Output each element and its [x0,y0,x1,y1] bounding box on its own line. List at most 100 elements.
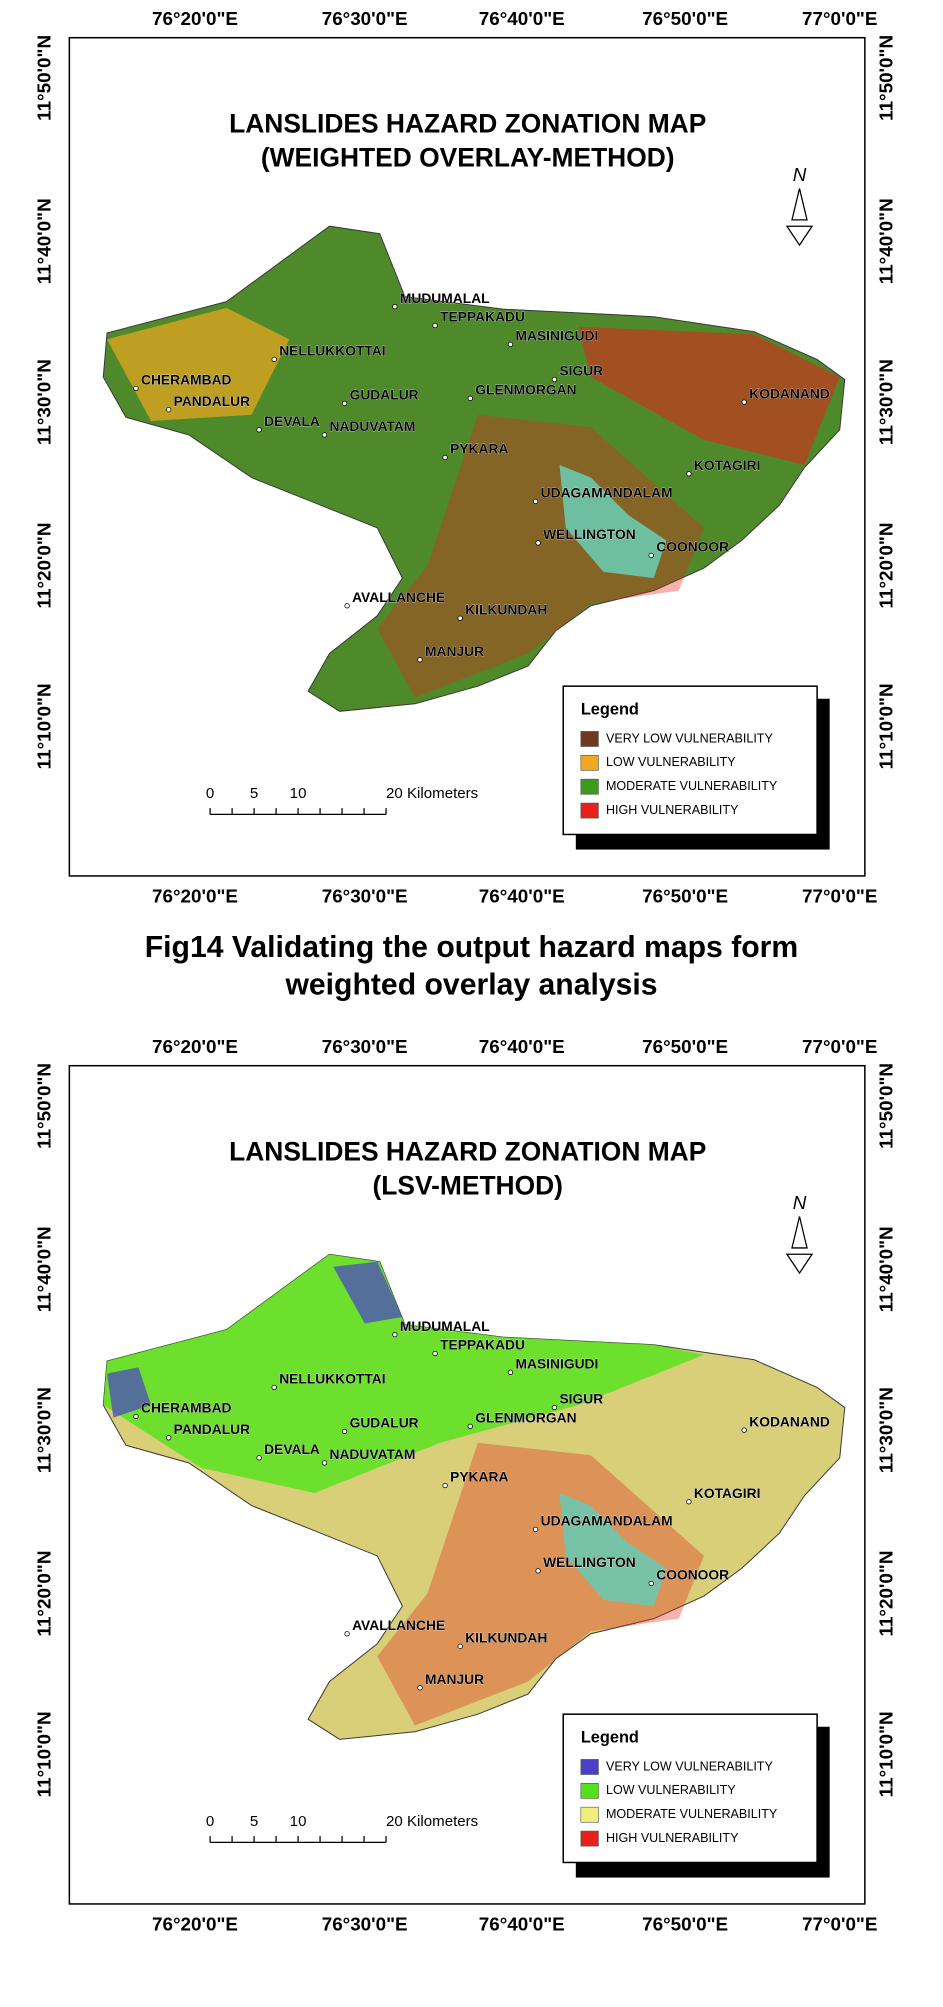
lon-label-bottom: 77°0'0"E [802,885,877,906]
place-dot [551,376,558,383]
place-dot [686,471,692,477]
place-label: NELLUKKOTTAI [279,343,385,359]
map-panel: 76°20'0"E 76°20'0"E 76°30'0"E 76°30'0"E 76°4… [33,8,896,906]
place-dot [344,603,350,609]
place-dot [507,341,514,347]
place-label: NADUVATAM [329,1446,415,1462]
legend-label: VERY LOW VULNERABILITY [606,1759,774,1773]
legend-label: MODERATE VULNERABILITY [606,779,778,793]
place-dot [271,1384,277,1391]
lon-label-top: 76°30'0"E [322,1036,408,1057]
place-dot [467,395,473,402]
place-label: PYKARA [450,1469,508,1485]
place-label: KODANAND [749,1413,830,1429]
legend-swatch [580,754,599,771]
place-label: AVALLANCHE [352,589,445,605]
map-subtitle: (LSV-METHOD) [372,1171,562,1201]
urban-patch [559,464,667,579]
lon-label-bottom: 76°20'0"E [152,885,238,906]
place-label: MUDUMALAL [400,290,490,306]
place-dot [741,1427,747,1433]
legend-label: HIGH VULNERABILITY [606,1831,739,1845]
lat-label-right: 11°50'0"N [875,35,896,121]
map-subtitle: (WEIGHTED OVERLAY-METHOD) [261,143,675,173]
lon-label-bottom: 76°20'0"E [152,1913,238,1934]
place-dot [432,322,438,329]
lon-label-top: 76°30'0"E [322,8,408,29]
place-dot [341,400,348,407]
lat-label-left: 11°30'0"N [33,359,54,445]
map-title: LANSLIDES HAZARD ZONATION MAP [229,109,706,139]
legend-box [562,1713,818,1864]
place-dot [392,304,398,310]
legend-title: Legend [581,700,639,718]
place-dot [341,1428,348,1435]
place-label: MANJUR [425,643,484,659]
place-dot [417,657,423,663]
place-dot [741,399,747,405]
zone-patch [377,1442,704,1726]
place-label: DEVALA [264,1441,320,1457]
lon-label-top: 77°0'0"E [802,8,877,29]
lon-label-bottom: 77°0'0"E [802,1913,877,1934]
place-dot [321,1460,328,1466]
place-dot [392,1332,398,1338]
lat-label-right: 11°40'0"N [875,1226,896,1312]
legend-label: HIGH VULNERABILITY [606,803,739,817]
legend-swatch [580,802,599,819]
legend-label: VERY LOW VULNERABILITY [606,731,774,745]
lat-label-left: 11°30'0"N [33,1387,54,1473]
map-title: LANSLIDES HAZARD ZONATION MAP [229,1137,706,1167]
place-label: CHERAMBAD [141,371,232,387]
place-dot [133,385,139,391]
lon-label-bottom: 76°30'0"E [322,885,408,906]
lat-label-right: 11°30'0"N [875,359,896,445]
north-arrow [785,188,814,247]
place-label: WELLINGTON [543,526,636,542]
place-label: DEVALA [264,413,320,429]
north-label: N [793,164,807,185]
place-dot [165,1435,172,1441]
lat-label-left: 11°50'0"N [33,1063,54,1149]
place-dot [442,454,448,461]
place-dot [457,1643,463,1649]
place-dot [133,1413,139,1419]
lat-label-left: 11°40'0"N [33,198,54,284]
lon-label-bottom: 76°50'0"E [642,885,728,906]
lat-label-right: 11°20'0"N [875,523,896,609]
lat-label-left: 11°10'0"N [33,1711,54,1797]
place-label: AVALLANCHE [352,1617,445,1633]
place-label: MANJUR [425,1671,484,1687]
lat-label-left: 11°50'0"N [33,35,54,121]
place-label: UDAGAMANDALAM [541,485,673,501]
scale-label: 10 [290,1813,307,1830]
place-dot [507,1369,514,1375]
place-dot [271,356,277,363]
place-label: NELLUKKOTTAI [279,1371,385,1387]
place-label: GLENMORGAN [475,1410,576,1426]
place-label: MASINIGUDI [515,1355,598,1371]
place-dot [532,498,539,505]
urban-patch [559,1492,667,1607]
lat-label-right: 11°30'0"N [875,1387,896,1473]
place-dot [417,1685,423,1691]
lat-label-right: 11°20'0"N [875,1551,896,1637]
scale-label: 20 Kilometers [386,1813,478,1830]
north-label: N [793,1192,807,1213]
lon-label-bottom: 76°30'0"E [322,1913,408,1934]
lon-label-top: 76°50'0"E [642,8,728,29]
place-label: SIGUR [559,363,603,379]
place-dot [467,1423,473,1430]
lat-label-left: 11°20'0"N [33,523,54,609]
lon-label-bottom: 76°40'0"E [479,1913,565,1934]
place-label: NADUVATAM [329,418,415,434]
place-label: PANDALUR [174,1421,250,1437]
lon-label-top: 76°20'0"E [152,8,238,29]
legend-swatch [580,1782,599,1799]
place-label: CHERAMBAD [141,1399,232,1415]
place-dot [165,407,172,413]
legend-label: MODERATE VULNERABILITY [606,1807,778,1821]
lon-label-top: 76°50'0"E [642,1036,728,1057]
place-dot [432,1350,438,1357]
